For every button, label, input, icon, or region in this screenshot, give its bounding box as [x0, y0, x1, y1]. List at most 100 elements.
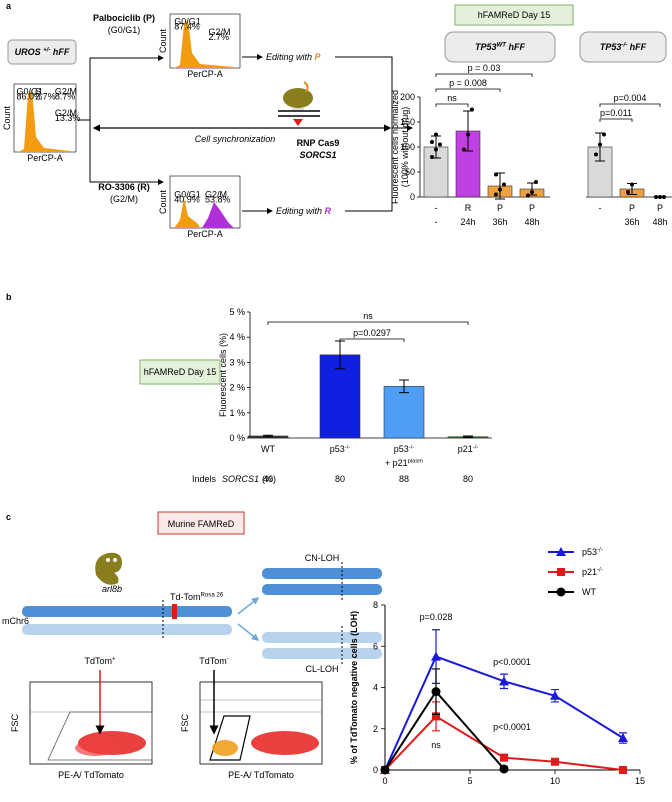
day-box [454, 4, 574, 26]
day-box-label: hFAMReD Day 15 [478, 10, 551, 20]
indels-value: 88 [399, 474, 409, 484]
cas9-icon [278, 81, 320, 126]
x-tick-label: 48h [524, 217, 539, 227]
gate-name: G2/M [55, 86, 77, 96]
gate-name: G2/M [205, 190, 227, 200]
gate-name: G0/G1 [174, 16, 201, 26]
y-tick-label: 4 [373, 683, 378, 693]
ko-box-label-part: TP53 [600, 42, 622, 52]
connector [335, 56, 393, 212]
x-tick-label-part: + p21 [385, 458, 408, 468]
gate-percent: 8.7% [55, 91, 76, 101]
wt-box-label-part: hFF [506, 42, 525, 52]
chromosome [262, 648, 382, 659]
y-tick-label: 2 % [229, 383, 245, 393]
y-tick-label: 2 [373, 724, 378, 734]
point-marker [499, 676, 509, 686]
flow-ylabel: FSC [180, 713, 190, 732]
murine-box [157, 511, 245, 535]
x-tick-label: - [435, 203, 438, 213]
wt-box [444, 31, 556, 63]
y-tick-label: 0 [410, 192, 415, 202]
histogram-xlabel: PerCP-A [187, 229, 223, 239]
uros-label-part: hFF [50, 47, 69, 57]
annotation: p=0.028 [420, 612, 453, 622]
x-tick-label: R [465, 203, 472, 213]
editing-p-part: Editing with [266, 52, 315, 62]
uros-label-part: UROS [15, 47, 44, 57]
significance-label: p=0.0297 [353, 328, 391, 338]
x-tick-label: p21-/- [458, 444, 479, 454]
point-marker [431, 687, 441, 697]
x-tick-label-part: p21 [458, 444, 473, 454]
gate-percent: 13.3% [55, 113, 81, 123]
data-point [598, 142, 602, 147]
data-point [430, 155, 434, 159]
x-tick-label: 5 [467, 776, 472, 786]
x-tick-label: 36h [624, 217, 639, 227]
x-tick-label: P [529, 203, 535, 213]
histogram-peak [18, 90, 70, 152]
x-tick-label: 0 [382, 776, 387, 786]
arrow [89, 55, 164, 182]
histogram-ylabel: Count [2, 106, 12, 131]
legend-label: p21-/- [582, 566, 603, 577]
point-marker [556, 587, 566, 597]
y-tick-label: 5 % [229, 307, 245, 317]
reporter-label-part: Td-Tom [170, 592, 201, 602]
panel-label: b [6, 292, 12, 302]
indels-value: 80 [335, 474, 345, 484]
cell-sync: Cell synchronization [195, 134, 276, 144]
chromosome [262, 568, 382, 579]
flow-xlabel: PE-A/ TdTomato [228, 770, 294, 780]
x-tick-label: p53-/- [394, 444, 415, 454]
data-point [626, 190, 630, 194]
error-bar [263, 434, 273, 438]
x-tick-label: P [657, 203, 663, 213]
x-tick-label: - [435, 217, 438, 227]
point-marker [499, 764, 509, 774]
y-tick-label: 100 [400, 142, 415, 152]
ko-box-label: TP53-/- hFF [600, 41, 647, 52]
significance-label: ns [363, 311, 373, 321]
gate-name: G2/M [55, 108, 77, 118]
error-bar [399, 379, 409, 394]
editing-p-part: P [315, 52, 322, 62]
histogram-peak [202, 202, 234, 228]
x-tick-label: 24h [460, 217, 475, 227]
significance-label: p = 0.008 [449, 78, 487, 88]
editing-r: Editing with R [276, 206, 332, 216]
data-point [470, 107, 474, 112]
data-point [602, 132, 606, 137]
panel-c-diagram [22, 511, 382, 765]
flow-xlabel: PE-A/ TdTomato [58, 770, 124, 780]
x-tick-label: 36h [492, 217, 507, 227]
histogram-xlabel: PerCP-A [27, 153, 63, 163]
y-tick-label: 4 % [229, 332, 245, 342]
gate-percent: 40.9% [174, 195, 200, 205]
data-point [654, 195, 658, 199]
y-axis-label: Fluorescent cells normalized [390, 90, 400, 204]
chromosome [22, 606, 232, 617]
flow-plot [199, 670, 323, 765]
wt-box-label: TP53WT hFF [475, 41, 525, 52]
wt-box-label-part: TP53 [475, 42, 497, 52]
indels-unit: (%) [262, 474, 276, 484]
gate-percent: 2.7% [35, 91, 56, 101]
point-marker [618, 733, 628, 743]
uros-label-part: +/- [43, 46, 50, 53]
ro3306-phase: (G2/M) [110, 194, 138, 204]
x-tick-label: 15 [635, 776, 645, 786]
tdtom-neg-label-part: - [227, 655, 229, 662]
data-point [438, 142, 442, 147]
legend-label: p53-/- [582, 546, 603, 557]
x-tick-label-part: -/- [409, 445, 415, 451]
gate-percent: 86.0% [16, 91, 42, 101]
x-tick-label: 48h [652, 217, 667, 227]
arrow [89, 120, 164, 185]
x-tick-label: 10 [550, 776, 560, 786]
indels-label: Indels [192, 474, 217, 484]
editing-r-part: R [325, 206, 332, 216]
histogram-xlabel: PerCP-A [187, 69, 223, 79]
chromosome [262, 632, 382, 643]
